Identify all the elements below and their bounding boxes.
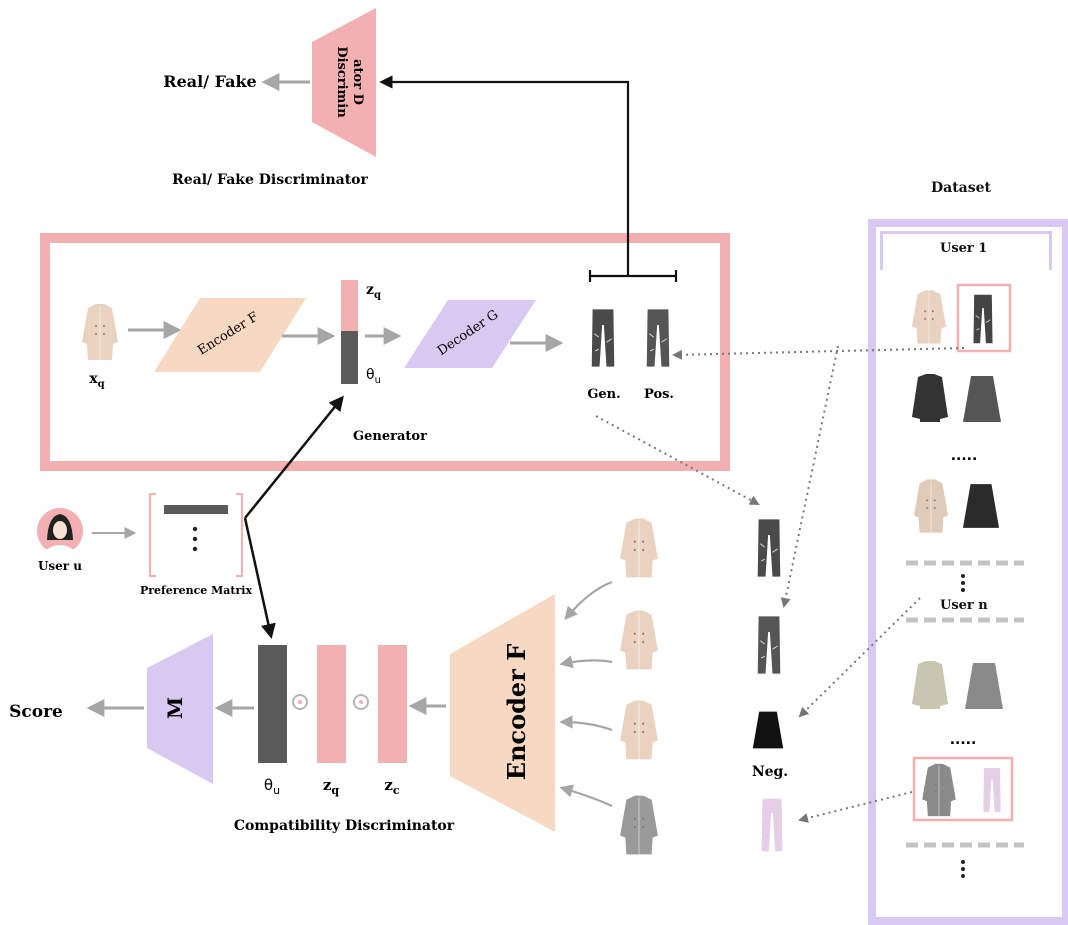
input-2-arrow (559, 655, 613, 669)
gen-to-discriminator-arrow (379, 75, 630, 276)
user-face (53, 521, 67, 539)
matrix-right-bracket (236, 493, 243, 577)
matrix-to-theta-top-arrow (244, 395, 344, 519)
dataset-to-pants-dotted-arrow (798, 791, 913, 823)
dataset-title: Dataset (931, 180, 992, 196)
dataset-coat-icon (912, 374, 948, 422)
encoder-f-small-shape (154, 298, 306, 372)
gen-pos-bracket (588, 270, 678, 282)
generated-jeans-icon (591, 308, 615, 368)
product-op-2 (353, 694, 369, 710)
positive-jeans-icon (646, 308, 670, 368)
input-jacket-3-icon (619, 699, 659, 761)
generator-box (40, 233, 730, 471)
pos-label: Pos. (644, 387, 674, 402)
dataset-vdot-5 (961, 867, 965, 871)
encoder-f-big-shape (450, 594, 555, 832)
dataset-black-skirt-icon (962, 484, 1000, 528)
input-1-arrow (564, 580, 613, 621)
dataset-to-neg-dotted-arrow (798, 597, 921, 718)
m-trapezoid (147, 634, 213, 784)
input-jacket-2-icon (619, 609, 659, 671)
discriminator-trapezoid (312, 8, 376, 157)
matrix-row-bar (164, 505, 228, 514)
gen-label: Gen. (587, 387, 620, 402)
real-fake-discriminator-caption: Real/ Fake Discriminator (172, 172, 368, 188)
product-op-2-center (359, 700, 363, 704)
zq-bar-bottom (317, 645, 346, 763)
dataset-jeans-icon (972, 294, 994, 344)
negative-skirt-icon (752, 711, 784, 749)
sample-light-pants-icon (760, 797, 784, 853)
dataset-dots-1: ..... (951, 448, 978, 464)
dataset-highlight-box-2 (912, 756, 1014, 822)
discriminator-label-line1: Discrimin (334, 46, 349, 118)
zq-bar-top (341, 280, 358, 331)
dataset-pleated-skirt-icon (965, 663, 1003, 709)
zc-label: zc (384, 776, 400, 797)
user-u-label: User u (38, 559, 82, 573)
matrix-dot-2 (192, 536, 198, 542)
sample-jeans-2-icon (757, 615, 781, 675)
encoder-f-big-label: Encoder F (502, 644, 531, 780)
dataset-vdot-1 (961, 574, 965, 578)
dataset-jacket-1-icon (911, 289, 947, 345)
theta-u-bar-bottom (258, 645, 287, 763)
generator-caption: Generator (353, 429, 427, 444)
jacket-xq-icon (81, 303, 119, 361)
matrix-left-bracket (149, 493, 156, 577)
discriminator-label-line2: ator D (350, 59, 365, 105)
matrix-to-theta-bottom-arrow (243, 517, 276, 639)
theta-u-bar-top (341, 331, 358, 384)
input-4-arrow (559, 784, 613, 808)
input-jacket-1-icon (619, 517, 659, 579)
dataset-to-sample-dotted-arrow (780, 345, 839, 608)
user-n-label: User n (940, 598, 988, 613)
gen-to-sample-dotted-arrow (595, 415, 760, 505)
m-label: M (163, 697, 187, 719)
input-denim-jacket-icon (619, 795, 659, 855)
dataset-jacket-2-icon (913, 478, 949, 534)
zc-bar (378, 645, 407, 763)
theta-u-top-label: θu (366, 367, 381, 386)
user1-header-box (880, 231, 1052, 270)
dataset-vdot-3 (961, 588, 965, 592)
zq-bottom-label: zq (323, 776, 340, 797)
matrix-dot-1 (192, 526, 198, 532)
user1-label: User 1 (940, 241, 988, 256)
dataset-vdot-6 (961, 874, 965, 878)
matrix-dot-3 (192, 546, 198, 552)
neg-label: Neg. (752, 764, 788, 780)
real-fake-label: Real/ Fake (163, 72, 256, 91)
xq-label: xq (89, 371, 104, 390)
dataset-vdot-4 (961, 860, 965, 864)
zq-top-label: zq (366, 282, 381, 301)
product-op-1-center (298, 700, 302, 704)
dataset-to-pos-dotted-arrow (672, 347, 965, 360)
input-3-arrow (559, 715, 613, 732)
dataset-top-icon (912, 661, 948, 709)
user-shirt (46, 545, 74, 554)
dataset-vdot-2 (961, 581, 965, 585)
sample-jeans-1-icon (757, 518, 781, 578)
dataset-light-pants-icon (982, 767, 1002, 813)
product-op-1 (292, 694, 308, 710)
preference-matrix-caption: Preference Matrix (140, 584, 252, 597)
theta-u-bottom-label: θu (264, 776, 280, 797)
dataset-highlight-box-1 (956, 283, 1012, 353)
dataset-denim-jacket-icon (921, 763, 957, 817)
score-label: Score (9, 702, 63, 722)
decoder-g-shape (404, 300, 536, 368)
dataset-dots-2: ..... (950, 732, 977, 748)
compatibility-discriminator-caption: Compatibility Discriminator (234, 818, 455, 834)
dataset-gray-skirt-icon (963, 376, 1001, 422)
